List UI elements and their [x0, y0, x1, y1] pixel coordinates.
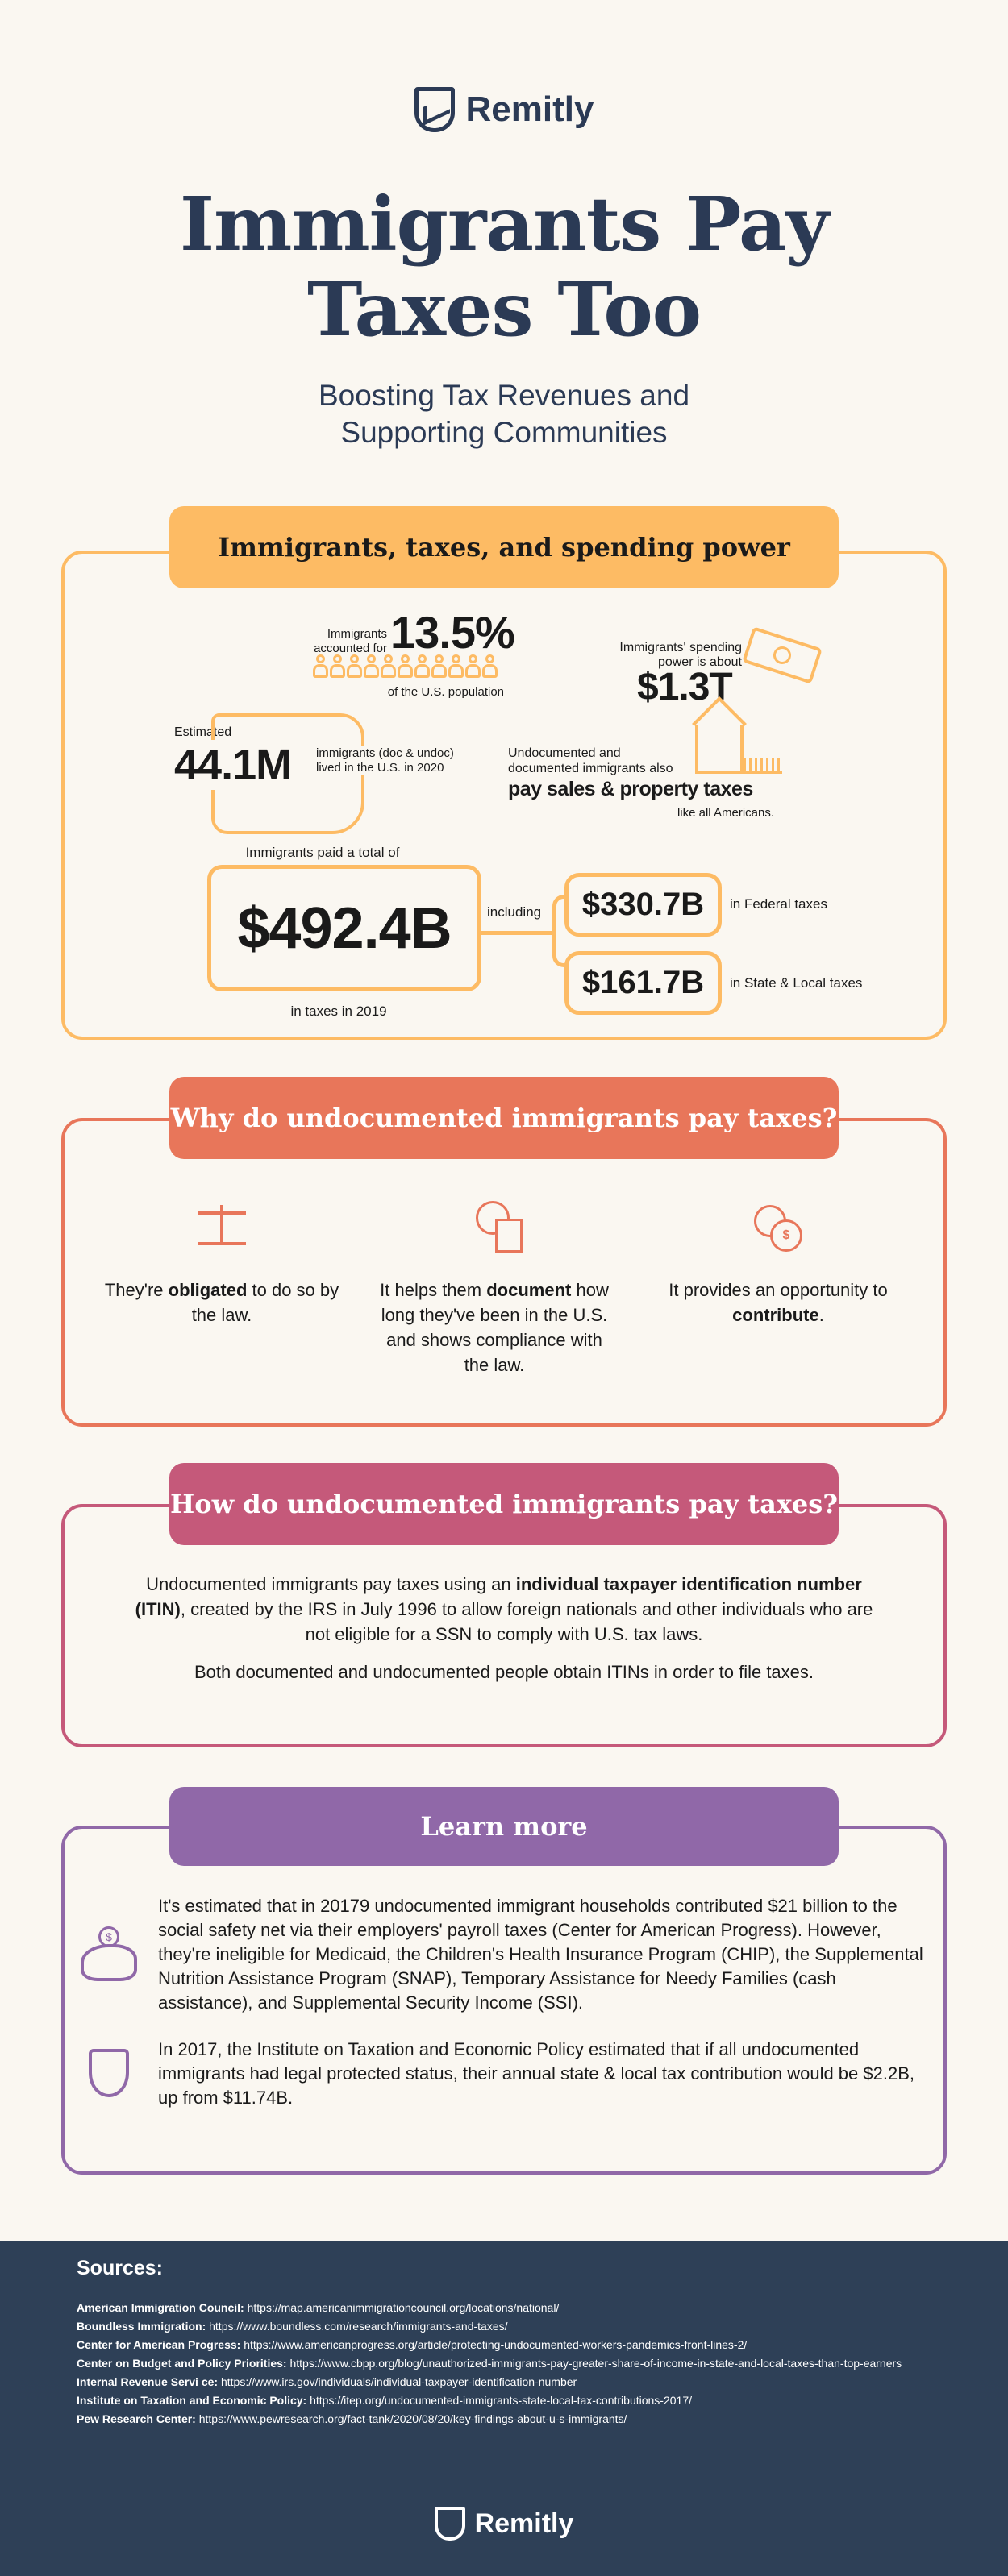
source-item: Boundless Immigration: https://www.bound… [77, 2317, 923, 2336]
learn-more-item: $ It's estimated that in 20179 undocumen… [81, 1894, 927, 2015]
reason-document: It helps them document how long they've … [380, 1280, 609, 1375]
including-label: including [487, 904, 542, 920]
person-icon [482, 654, 498, 679]
total-value: $492.4B [207, 865, 481, 991]
population-post: of the U.S. population [387, 685, 504, 699]
property-post: like all Americans. [677, 806, 774, 820]
source-url[interactable]: https://www.cbpp.org/blog/unauthorized-i… [286, 2357, 902, 2370]
spending-pre-line-2: power is about [657, 655, 742, 669]
source-url[interactable]: https://www.americanprogress.org/article… [240, 2338, 748, 2351]
source-name: Institute on Taxation and Economic Polic… [77, 2394, 307, 2407]
person-icon [330, 654, 345, 679]
clock-document-icon [476, 1201, 523, 1253]
reason-obligated: They're obligated to do so by the law. [104, 1280, 339, 1325]
state-value: $161.7B [564, 951, 722, 1015]
federal-label: in Federal taxes [730, 896, 827, 912]
property-pre-line-2: documented immigrants also [508, 762, 673, 775]
source-item: Pew Research Center: https://www.pewrese… [77, 2410, 923, 2429]
property-bold: pay sales & property taxes [508, 778, 753, 800]
person-icon [465, 654, 481, 679]
person-icon [414, 654, 430, 679]
population-pre-line-2: accounted for [314, 642, 387, 655]
page-title: Immigrants Pay Taxes Too [0, 181, 1008, 352]
source-item: Center for American Progress: https://ww… [77, 2336, 923, 2354]
property-pre: Undocumented and documented immigrants al… [508, 746, 673, 776]
source-name: Center for American Progress: [77, 2338, 241, 2351]
person-icon [448, 654, 464, 679]
source-item: Center on Budget and Policy Priorities: … [77, 2354, 923, 2373]
coins-icon: $ [754, 1205, 802, 1253]
source-item: Internal Revenue Servi ce: https://www.i… [77, 2373, 923, 2391]
person-icon [347, 654, 362, 679]
people-icon [313, 654, 503, 679]
source-name: Center on Budget and Policy Priorities: [77, 2357, 287, 2370]
source-item: American Immigration Council: https://ma… [77, 2299, 923, 2317]
source-name: Internal Revenue Servi ce: [77, 2375, 219, 2388]
spending-pre-line-1: Immigrants' spending [619, 641, 742, 654]
brand-name: Remitly [465, 89, 594, 129]
person-icon [431, 654, 447, 679]
itin-description: Undocumented immigrants pay taxes using … [135, 1574, 873, 1644]
population-pre-line-1: Immigrants [327, 627, 387, 641]
title-line-2: Taxes Too [306, 266, 702, 353]
total-pre: Immigrants paid a total of [245, 845, 400, 860]
remitly-logo-icon [414, 87, 455, 132]
sources-list: American Immigration Council: https://ma… [77, 2299, 923, 2429]
state-label: in State & Local taxes [730, 975, 863, 991]
spending-pre: Immigrants' spending power is about [597, 641, 742, 670]
footer-brand-name: Remitly [474, 2507, 574, 2539]
itin-note: Both documented and undocumented people … [194, 1662, 814, 1682]
source-url[interactable]: https://www.irs.gov/individuals/individu… [218, 2375, 577, 2388]
federal-value: $330.7B [564, 873, 722, 937]
learn-more-payroll: It's estimated that in 20179 undocumente… [158, 1896, 923, 2013]
connector-line [481, 931, 556, 935]
house-icon [692, 696, 747, 774]
population-pre: Immigrants accounted for [282, 627, 387, 656]
source-item: Institute on Taxation and Economic Polic… [77, 2391, 923, 2410]
title-line-1: Immigrants Pay [179, 181, 829, 268]
property-pre-line-1: Undocumented and [508, 746, 621, 760]
itin-text: Undocumented immigrants pay taxes using … [133, 1572, 875, 1685]
section-why [61, 1118, 947, 1427]
piggy-bank-icon: $ [81, 1926, 137, 1983]
section-how-title: How do undocumented immigrants pay taxes… [169, 1463, 839, 1545]
person-icon [313, 654, 328, 679]
source-url[interactable]: https://www.boundless.com/research/immig… [206, 2320, 508, 2333]
source-name: Pew Research Center: [77, 2412, 196, 2425]
person-icon [364, 654, 379, 679]
sources-footer: Sources: American Immigration Council: h… [0, 2241, 1008, 2576]
remitly-logo: Remitly [0, 87, 1008, 132]
source-url[interactable]: https://www.pewresearch.org/fact-tank/20… [195, 2412, 627, 2425]
subtitle-line-2: Supporting Communities [340, 416, 668, 449]
section-why-title: Why do undocumented immigrants pay taxes… [169, 1077, 839, 1159]
count-post-line-1: immigrants (doc & undoc) [316, 746, 454, 760]
connector-branch [552, 895, 569, 967]
reason-contribute: It provides an opportunity to contribute… [669, 1280, 888, 1325]
total-post: in taxes in 2019 [290, 1003, 387, 1019]
count-post: immigrants (doc & undoc) lived in the U.S… [316, 746, 454, 775]
count-post-line-2: lived in the U.S. in 2020 [316, 761, 444, 775]
section-learn-more-title: Learn more [169, 1787, 839, 1866]
learn-more-list: $ It's estimated that in 20179 undocumen… [81, 1894, 927, 2110]
population-value: 13.5% [390, 607, 515, 658]
person-icon [381, 654, 396, 679]
source-name: Boundless Immigration: [77, 2320, 206, 2333]
subtitle-line-1: Boosting Tax Revenues and [318, 379, 690, 412]
scales-icon [198, 1205, 246, 1245]
footer-logo: Remitly [0, 2507, 1008, 2541]
learn-more-item: In 2017, the Institute on Taxation and E… [81, 2038, 927, 2110]
count-value: 44.1M [174, 740, 297, 790]
page-subtitle: Boosting Tax Revenues and Supporting Com… [0, 377, 1008, 451]
section-spending-power-title: Immigrants, taxes, and spending power [169, 506, 839, 588]
sources-title: Sources: [77, 2257, 163, 2279]
fence-icon [744, 758, 782, 774]
spending-value: $1.3T [637, 666, 733, 708]
source-name: American Immigration Council: [77, 2301, 244, 2314]
source-url[interactable]: https://map.americanimmigrationcouncil.o… [244, 2301, 560, 2314]
learn-more-itep: In 2017, the Institute on Taxation and E… [158, 2039, 914, 2108]
shield-icon [81, 2046, 137, 2102]
remitly-logo-icon [434, 2507, 465, 2541]
person-icon [398, 654, 413, 679]
source-url[interactable]: https://itep.org/undocumented-immigrants… [306, 2394, 693, 2407]
